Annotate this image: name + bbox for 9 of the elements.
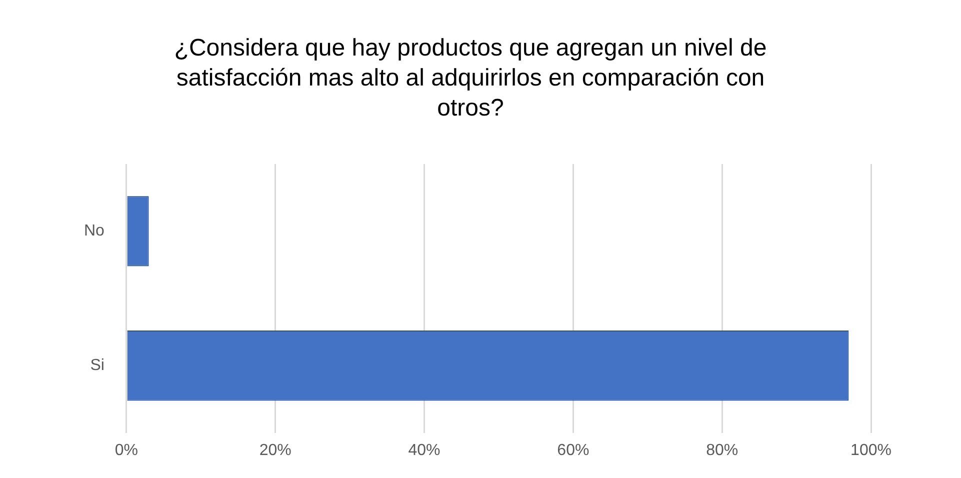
chart-title: ¿Considera que hay productos que agregan un nivel de satisfacción mas alto al adquirirlos en comparación con otros?	[174, 34, 767, 122]
x-tick-label: 40%	[408, 442, 440, 459]
x-tick-label: 0%	[114, 442, 138, 459]
y-tick-label: Si	[90, 357, 104, 374]
x-tick-label: 60%	[557, 442, 590, 459]
x-tick-label: 80%	[706, 442, 738, 459]
y-tick-label: No	[84, 222, 105, 240]
x-tick-label: 20%	[259, 442, 292, 459]
x-tick-label: 100%	[850, 442, 892, 459]
